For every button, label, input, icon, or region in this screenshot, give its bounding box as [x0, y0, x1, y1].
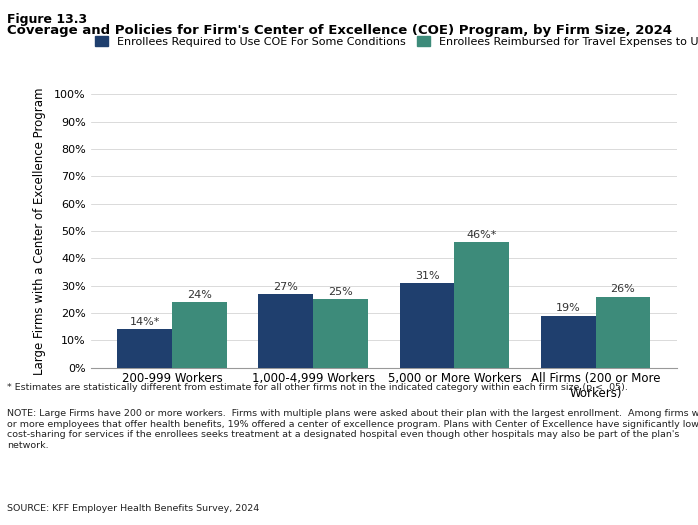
Text: * Estimates are statistically different from estimate for all other firms not in: * Estimates are statistically different …	[7, 383, 628, 392]
Text: 14%*: 14%*	[130, 317, 160, 327]
Bar	[595, 297, 651, 368]
Text: 24%: 24%	[187, 290, 212, 300]
Legend: Enrollees Required to Use COE For Some Conditions, Enrollees Reimbursed for Trav: Enrollees Required to Use COE For Some C…	[91, 32, 698, 51]
Text: Figure 13.3: Figure 13.3	[7, 13, 87, 26]
Text: 46%*: 46%*	[467, 230, 497, 240]
Text: 19%: 19%	[556, 303, 581, 313]
Text: NOTE: Large Firms have 200 or more workers.  Firms with multiple plans were aske: NOTE: Large Firms have 200 or more worke…	[7, 410, 698, 450]
Text: 31%: 31%	[415, 271, 439, 281]
Text: Coverage and Policies for Firm's Center of Excellence (COE) Program, by Firm Siz: Coverage and Policies for Firm's Center …	[7, 24, 672, 37]
Bar	[454, 242, 510, 368]
Bar	[541, 316, 595, 367]
Text: 27%: 27%	[274, 281, 298, 291]
Bar	[399, 283, 454, 368]
Bar	[313, 299, 369, 368]
Bar	[117, 329, 172, 368]
Bar	[258, 294, 313, 367]
Text: SOURCE: KFF Employer Health Benefits Survey, 2024: SOURCE: KFF Employer Health Benefits Sur…	[7, 504, 259, 513]
Text: 25%: 25%	[329, 287, 353, 297]
Text: 26%: 26%	[611, 285, 635, 295]
Y-axis label: Large Firms with a Center of Excellence Program: Large Firms with a Center of Excellence …	[33, 87, 46, 375]
Bar	[172, 302, 227, 368]
